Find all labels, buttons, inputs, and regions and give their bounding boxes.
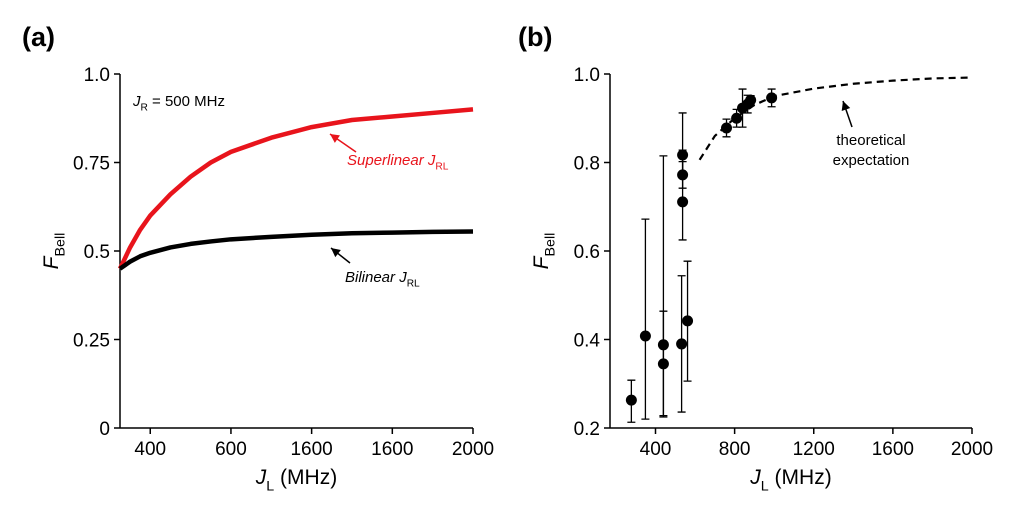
data-point bbox=[731, 112, 743, 124]
data-point bbox=[657, 339, 669, 351]
y-tick-label: 0.6 bbox=[574, 242, 600, 263]
arrow-head bbox=[330, 134, 340, 143]
annotation: JR = 500 MHz bbox=[132, 93, 225, 114]
y-tick-label: 1.0 bbox=[84, 65, 110, 86]
x-tick-label: 1600 bbox=[371, 439, 413, 460]
y-axis-label: FBell bbox=[40, 233, 68, 270]
x-axis-label: JL (MHz) bbox=[255, 466, 337, 494]
text-part: RL bbox=[435, 162, 448, 173]
x-tick-label: 400 bbox=[640, 439, 672, 460]
y-axis-label: FBell bbox=[530, 233, 558, 270]
data-point bbox=[766, 92, 778, 104]
x-tick-label: 2000 bbox=[951, 439, 993, 460]
annotation: theoretical bbox=[836, 132, 905, 149]
x-tick-label: 800 bbox=[719, 439, 751, 460]
text-part: L bbox=[761, 478, 769, 494]
text-part: Bell bbox=[542, 233, 558, 257]
y-tick-label: 0.25 bbox=[73, 331, 110, 352]
y-tick-label: 0.4 bbox=[574, 331, 601, 352]
y-tick-label: 0.75 bbox=[73, 154, 110, 175]
y-tick-label: 1.0 bbox=[574, 65, 600, 86]
text-part: F bbox=[40, 255, 63, 269]
x-axis-label: JL (MHz) bbox=[749, 466, 831, 494]
y-tick-label: 0.8 bbox=[574, 154, 600, 175]
error-bar bbox=[659, 155, 668, 418]
x-tick-label: 1600 bbox=[872, 439, 914, 460]
panel-label: (a) bbox=[22, 22, 55, 52]
data-point bbox=[657, 358, 669, 370]
text-part: (MHz) bbox=[769, 466, 832, 489]
data-point bbox=[676, 338, 688, 350]
x-tick-label: 600 bbox=[215, 439, 247, 460]
y-tick-label: 0.2 bbox=[574, 419, 600, 440]
y-tick-label: 0 bbox=[99, 419, 110, 440]
data-point bbox=[677, 169, 689, 181]
text-part: (MHz) bbox=[274, 466, 337, 489]
text-part: RL bbox=[407, 279, 420, 290]
series-label: Bilinear JRL bbox=[345, 269, 420, 290]
text-part: J bbox=[749, 466, 761, 489]
x-tick-label: 1200 bbox=[793, 439, 835, 460]
x-tick-label: 1600 bbox=[290, 439, 332, 460]
x-tick-label: 2000 bbox=[452, 439, 494, 460]
data-point bbox=[625, 394, 637, 406]
text-part: F bbox=[530, 255, 553, 269]
series-label: Superlinear JRL bbox=[347, 152, 449, 173]
x-tick-label: 400 bbox=[134, 439, 166, 460]
data-point bbox=[745, 94, 757, 106]
series-line bbox=[118, 229, 474, 271]
data-point bbox=[677, 149, 689, 161]
text-part: Superlinear J bbox=[347, 152, 436, 169]
arrow-head bbox=[841, 101, 851, 111]
error-bar bbox=[641, 218, 650, 420]
data-point bbox=[682, 315, 694, 327]
series-line bbox=[117, 107, 474, 270]
text-part: Bilinear J bbox=[345, 269, 407, 286]
data-point bbox=[639, 330, 651, 342]
annotation: expectation bbox=[833, 152, 910, 169]
data-point bbox=[721, 122, 733, 134]
y-tick-label: 0.5 bbox=[84, 242, 110, 263]
data-point bbox=[677, 196, 689, 208]
error-bar bbox=[678, 149, 687, 241]
text-part: L bbox=[266, 478, 274, 494]
text-part: J bbox=[132, 93, 141, 110]
text-part: Bell bbox=[52, 233, 68, 257]
arrow-head bbox=[331, 248, 341, 258]
text-part: J bbox=[255, 466, 267, 489]
text-part: R bbox=[141, 103, 148, 114]
text-part: = 500 MHz bbox=[148, 93, 225, 110]
panel-label: (b) bbox=[518, 22, 552, 52]
